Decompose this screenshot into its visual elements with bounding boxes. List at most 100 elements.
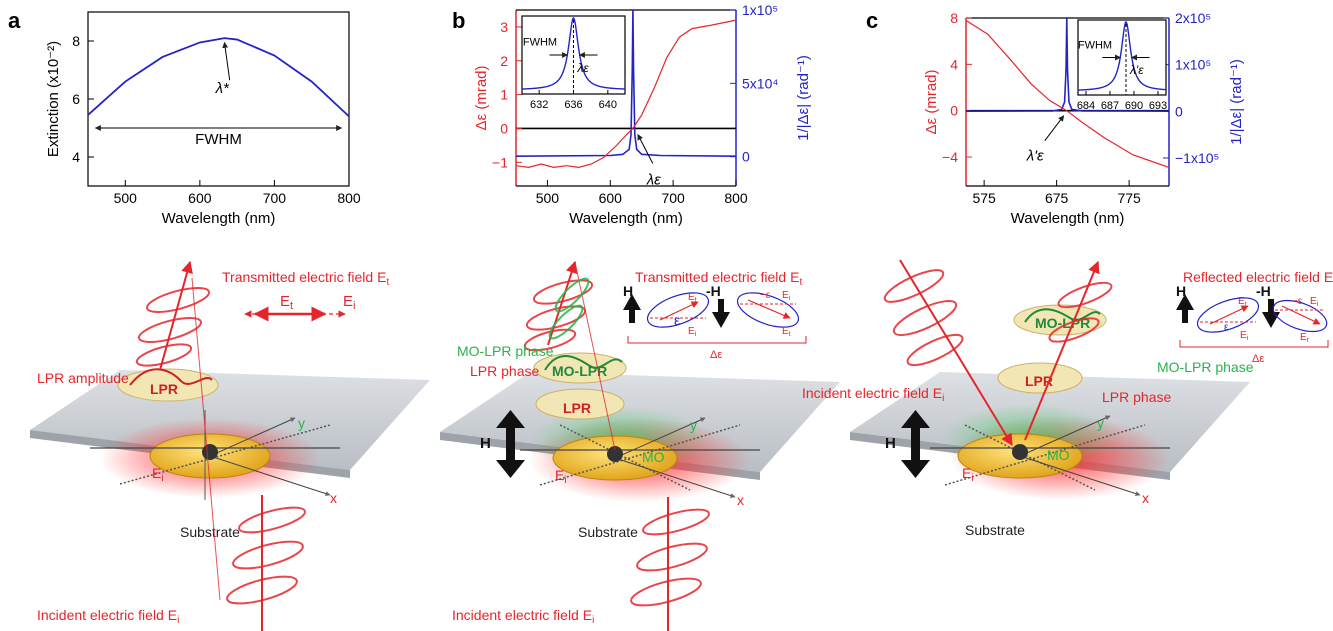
nanoparticle — [607, 446, 623, 462]
panel-label-a: a — [8, 8, 21, 33]
eps-label-h: ε — [674, 312, 680, 328]
extinction-series — [87, 37, 350, 118]
ei-small-h: Ei — [1240, 330, 1249, 342]
mo-lpr-disk-label: MO-LPR — [1035, 315, 1090, 331]
left-tick-label: −4 — [942, 149, 958, 165]
neg-h-small-label: -H — [1256, 283, 1271, 299]
incident-field-label: Incident electric field Ei — [37, 607, 179, 626]
schematic-a: y x Ei Substrate LPR Transmitted electri… — [30, 260, 430, 631]
chart-a: 500 600 700 800 4 6 8 Wavelength (nm) Extinction… — [45, 11, 361, 227]
peak-label: λ* — [215, 80, 230, 97]
ei-small-neg-h: Ei — [782, 290, 791, 302]
ei-label: Ei — [152, 465, 164, 484]
inset-tick-label: 687 — [1101, 100, 1119, 112]
x-tick-label: 775 — [1117, 190, 1141, 206]
lpr-disk — [117, 368, 219, 402]
mo-label: MO — [1047, 447, 1070, 463]
axis-x-label: x — [737, 492, 744, 508]
inset-tick-label: 640 — [599, 99, 617, 111]
panel-label-b: b — [452, 8, 465, 33]
schematic-b: y x MO Ei Substrate H LPR MO-LPR — [440, 260, 840, 631]
x-tick-label: 800 — [724, 190, 748, 206]
incident-field-label: Incident electric field Ei — [452, 607, 594, 626]
neg-eps-label: −ε — [760, 290, 771, 301]
polarization-ellipse-neg-h — [736, 292, 800, 328]
reflected-field-label: Reflected electric field Er — [1183, 269, 1333, 288]
h-field-arrow — [496, 410, 525, 478]
h-label: H — [885, 435, 896, 452]
axis-x-label: x — [1142, 490, 1149, 506]
lpr-disk-label: LPR — [1025, 373, 1053, 389]
panel-label-c: c — [866, 8, 878, 33]
lpr-phase-label: LPR phase — [1102, 389, 1171, 405]
beam-path — [191, 277, 221, 601]
reflected-wave — [1024, 260, 1113, 441]
x-tick-label: 575 — [972, 190, 996, 206]
et-small-neg-h: Et — [782, 326, 791, 338]
dipole-chain-mo — [559, 424, 691, 491]
right-tick-label: 2x10⁵ — [1175, 10, 1211, 26]
inset-frame — [1077, 19, 1167, 96]
lpr-phase-label: LPR phase — [470, 363, 539, 379]
neg-eps-label: −ε — [1292, 296, 1303, 307]
mo-lpr-curve — [1024, 308, 1101, 323]
polarization-ellipse-h — [1196, 297, 1260, 333]
y-axis — [209, 417, 296, 457]
polarization-ellipse-h — [646, 292, 710, 328]
left-tick-label: 8 — [950, 10, 958, 26]
substrate-label: Substrate — [965, 522, 1025, 538]
mo-lpr-phase-label: MO-LPR phase — [1157, 359, 1254, 375]
fwhm-label: FWHM — [195, 131, 242, 148]
left-tick-label: 0 — [500, 120, 508, 136]
y-axis — [1019, 415, 1111, 457]
ei-small-neg-h: Ei — [1310, 296, 1319, 308]
h-small-label: H — [1176, 283, 1186, 299]
lpr-disk-label: LPR — [150, 381, 178, 397]
er-vec-neg-h — [1281, 305, 1321, 325]
inset-tick-label: 636 — [564, 99, 582, 111]
x-tick-label: 700 — [661, 190, 685, 206]
left-tick-label: −1 — [492, 154, 508, 170]
y-axis — [614, 417, 706, 459]
right-axis-label: 1/|Δε| (rad⁻¹) — [1228, 59, 1245, 145]
right-tick-label: 0 — [742, 149, 750, 165]
y-tick-label: 8 — [72, 33, 80, 49]
et-arrow-label: Et — [280, 293, 293, 312]
inset-tick-label: 632 — [530, 99, 548, 111]
axis-y-label: y — [298, 415, 305, 431]
polarization-ellipse-neg-h — [1272, 299, 1328, 333]
mo-lpr-phase-label: MO-LPR phase — [457, 343, 554, 359]
dipole-chain — [539, 424, 741, 486]
dipole-chain — [119, 424, 331, 485]
x-tick-label: 600 — [599, 190, 623, 206]
x-axis-label: Wavelength (nm) — [1011, 210, 1125, 227]
delta-bracket — [1179, 340, 1329, 348]
transmitted-wave — [135, 260, 210, 371]
zero-crossing-arrow — [637, 133, 654, 164]
lpr-disk — [535, 388, 625, 420]
inset-marker-label: λ'ε — [1129, 63, 1144, 77]
x-axis — [209, 455, 331, 496]
eps-label-h: ε — [1224, 322, 1229, 333]
lpr-disk — [997, 362, 1083, 394]
ei-label: Ei — [962, 465, 974, 484]
zero-crossing-arrow — [1044, 115, 1065, 141]
delta-eps-series — [965, 19, 1170, 169]
h-label: H — [480, 435, 491, 452]
er-vec-h — [1209, 305, 1249, 325]
chart-c: 575 675 775 −4 0 4 8 −1x10⁵ 0 1x10⁵ 2x10⁵ Wavelengt… — [923, 10, 1245, 227]
right-axis-label: 1/|Δε| (rad⁻¹) — [795, 55, 812, 141]
inset-fwhm-label: FWHM — [1078, 40, 1112, 52]
polarization-diagram: H ε Er Ei -H −ε Ei Er Δε — [1176, 283, 1329, 365]
left-tick-label: 2 — [500, 53, 508, 69]
left-tick-label: 3 — [500, 19, 508, 35]
left-tick-label: 1 — [500, 87, 508, 103]
right-tick-label: 1x10⁵ — [742, 2, 778, 18]
left-tick-label: 0 — [950, 103, 958, 119]
x-axis — [1019, 455, 1141, 496]
axis-y-label: y — [690, 417, 697, 433]
incident-wave — [883, 259, 1013, 447]
y-axis-label: Extinction (x10⁻²) — [45, 41, 62, 157]
inverse-delta-series — [965, 17, 1170, 112]
